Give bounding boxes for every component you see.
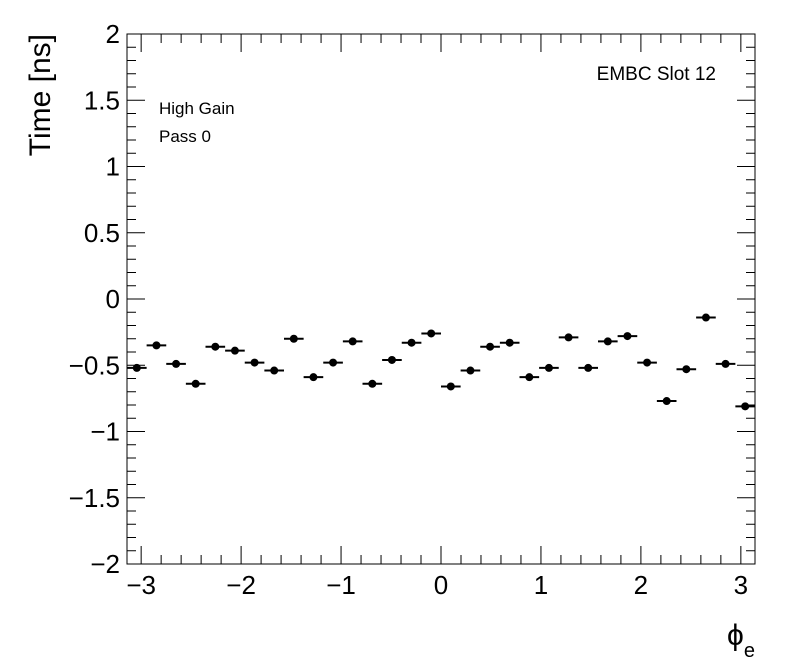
marker (721, 359, 730, 368)
marker (682, 365, 691, 374)
data-point (558, 333, 579, 342)
x-tick-label: 0 (434, 570, 448, 600)
marker (544, 363, 553, 372)
data-point (696, 313, 716, 322)
y-tick-label: 2 (106, 19, 120, 49)
marker (132, 363, 141, 372)
data-point (539, 363, 559, 372)
data-point (342, 337, 363, 346)
data-point (617, 332, 638, 341)
marker (701, 313, 710, 322)
y-tick-labels: 2 1.5 1 0.5 0 −0.5 −1 −1.5 −2 (69, 19, 120, 579)
y-tick-label: −0.5 (69, 350, 120, 380)
marker (152, 341, 161, 350)
marker (486, 342, 495, 351)
x-tick-label: −1 (326, 570, 356, 600)
marker (427, 329, 436, 338)
data-point (264, 366, 284, 375)
marker (505, 338, 514, 347)
marker (387, 355, 396, 364)
data-point (166, 359, 186, 368)
marker (643, 358, 652, 367)
marker (289, 334, 298, 343)
marker (191, 379, 200, 388)
annotation-slot: EMBC Slot 12 (597, 64, 716, 85)
data-point (244, 358, 265, 367)
data-point (578, 363, 598, 372)
x-tick-label: 3 (734, 570, 748, 600)
data-point (401, 338, 422, 347)
marker (446, 382, 455, 391)
marker (230, 346, 239, 355)
data-point (460, 366, 481, 375)
annotation-gain: High Gain (159, 99, 235, 118)
data-point (185, 379, 206, 388)
data-point (127, 363, 147, 372)
data-point (205, 342, 226, 351)
x-tick-label: −2 (226, 570, 256, 600)
x-tick-label: 2 (634, 570, 648, 600)
marker (309, 373, 318, 382)
x-tick-label: 1 (534, 570, 548, 600)
data-point (598, 337, 618, 346)
data-point (323, 358, 343, 367)
x-tick-labels: −3 −2 −1 0 1 2 3 (126, 570, 748, 600)
marker (623, 332, 632, 341)
y-tick-label: 0 (106, 284, 120, 314)
x-axis-label: ϕe (727, 619, 755, 662)
marker (525, 373, 534, 382)
data-points (127, 313, 755, 411)
data-point (637, 358, 657, 367)
x-tick-label: −3 (126, 570, 156, 600)
data-point (519, 373, 540, 382)
marker (250, 358, 259, 367)
marker (564, 333, 573, 342)
marker (466, 366, 475, 375)
x-axis-label-main: ϕ (727, 619, 744, 652)
data-point (676, 365, 697, 374)
data-point (735, 402, 755, 411)
marker (211, 342, 220, 351)
marker (662, 397, 671, 406)
marker (270, 366, 279, 375)
data-point (441, 382, 461, 391)
data-point (303, 373, 324, 382)
data-point (382, 355, 402, 364)
data-point (146, 341, 167, 350)
data-point (225, 346, 245, 355)
data-point (421, 329, 441, 338)
marker (741, 402, 750, 411)
x-axis-label-sub: e (744, 640, 755, 662)
y-tick-label: 1 (106, 152, 120, 182)
y-tick-label: −2 (90, 549, 120, 579)
y-tick-label: −1.5 (69, 483, 120, 513)
y-tick-label: 1.5 (84, 85, 120, 115)
marker (584, 363, 593, 372)
data-point (480, 342, 500, 351)
data-point (656, 397, 677, 406)
marker (368, 379, 377, 388)
marker (603, 337, 612, 346)
data-point (715, 359, 736, 368)
annotation-pass: Pass 0 (159, 127, 211, 146)
marker (172, 359, 181, 368)
y-tick-label: 0.5 (84, 218, 120, 248)
marker (348, 337, 357, 346)
marker (407, 338, 416, 347)
axis-ticks (127, 33, 755, 565)
data-point (362, 379, 383, 388)
y-axis-label: Time [ns] (24, 34, 57, 156)
data-point (284, 334, 304, 343)
y-tick-label: −1 (90, 417, 120, 447)
marker (329, 358, 338, 367)
data-point (499, 338, 520, 347)
